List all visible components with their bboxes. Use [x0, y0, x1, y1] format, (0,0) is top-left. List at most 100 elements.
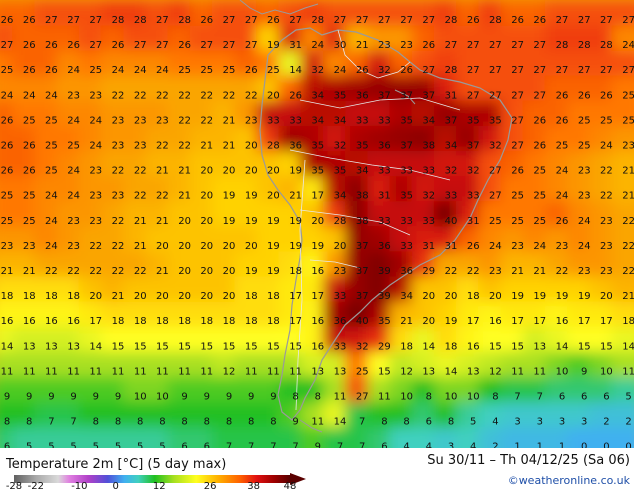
grid-value: 23: [245, 115, 258, 126]
grid-value: 20: [422, 316, 435, 327]
grid-value: 21: [622, 166, 634, 177]
grid-value: 31: [378, 191, 391, 202]
grid-value: 11: [67, 366, 80, 377]
grid-value: 16: [311, 316, 324, 327]
grid-value: 21: [112, 291, 125, 302]
grid-value: 8: [315, 392, 321, 403]
grid-value: 27: [578, 15, 591, 26]
grid-value: 25: [178, 65, 191, 76]
grid-value: 27: [511, 40, 524, 51]
grid-value: 33: [445, 191, 458, 202]
grid-value: 14: [289, 65, 302, 76]
grid-value: 10: [467, 392, 480, 403]
grid-value: 37: [356, 266, 369, 277]
grid-value: 15: [600, 341, 613, 352]
grid-value: 22: [112, 90, 125, 101]
grid-value: 25: [45, 166, 58, 177]
grid-value: 24: [156, 65, 169, 76]
grid-value: 20: [223, 241, 236, 252]
grid-value: 20: [156, 241, 169, 252]
grid-value: 13: [334, 366, 347, 377]
grid-value: 22: [134, 166, 147, 177]
grid-value: 27: [200, 40, 213, 51]
grid-value: 33: [422, 166, 435, 177]
grid-value: 7: [537, 392, 543, 403]
grid-value: 28: [578, 40, 591, 51]
grid-value: 11: [289, 366, 302, 377]
grid-value: 23: [112, 115, 125, 126]
grid-value: 32: [489, 141, 502, 152]
site-credit[interactable]: ©weatheronline.co.uk: [508, 474, 630, 487]
grid-value: 26: [356, 65, 369, 76]
grid-value: 21: [23, 266, 36, 277]
grid-value: 23: [112, 191, 125, 202]
grid-value: 18: [67, 291, 80, 302]
grid-value: 26: [533, 15, 546, 26]
grid-value: 26: [267, 15, 280, 26]
grid-value: 37: [400, 90, 413, 101]
map-footer: Temperature 2m [°C] (5 day max) Su 30/11…: [0, 448, 634, 490]
grid-value: 18: [156, 316, 169, 327]
grid-value: 10: [600, 366, 613, 377]
grid-value: 12: [489, 366, 502, 377]
grid-value: 11: [112, 366, 125, 377]
grid-value: 8: [403, 417, 409, 428]
grid-value: 8: [93, 417, 99, 428]
colorbar-tick: -22: [28, 481, 44, 492]
grid-value: 27: [334, 15, 347, 26]
grid-value: 23: [1, 241, 14, 252]
grid-value: 20: [223, 266, 236, 277]
grid-value: 14: [622, 341, 634, 352]
grid-value: 10: [556, 366, 569, 377]
grid-value: 28: [134, 15, 147, 26]
grid-value: 28: [178, 15, 191, 26]
grid-value: 16: [556, 316, 569, 327]
grid-value: 20: [200, 166, 213, 177]
grid-value: 17: [311, 291, 324, 302]
grid-value: 35: [311, 166, 324, 177]
grid-value: 21: [156, 266, 169, 277]
grid-value: 27: [489, 90, 502, 101]
grid-value: 25: [223, 65, 236, 76]
grid-value: 24: [45, 90, 58, 101]
grid-value: 25: [23, 115, 36, 126]
grid-value: 26: [578, 90, 591, 101]
grid-value: 27: [533, 40, 546, 51]
grid-value: 11: [156, 366, 169, 377]
grid-value: 26: [422, 40, 435, 51]
date-range: Su 30/11 – Th 04/12/25 (Sa 06): [427, 453, 630, 468]
grid-value: 23: [578, 191, 591, 202]
grid-value: 21: [622, 291, 634, 302]
grid-value: 23: [134, 115, 147, 126]
grid-value: 25: [200, 65, 213, 76]
grid-value: 27: [511, 115, 524, 126]
grid-value: 11: [134, 366, 147, 377]
grid-value: 35: [467, 115, 480, 126]
grid-value: 20: [267, 166, 280, 177]
grid-value: 27: [467, 40, 480, 51]
grid-value: 10: [400, 392, 413, 403]
grid-value: 32: [311, 65, 324, 76]
grid-value: 20: [245, 141, 258, 152]
grid-value: 9: [115, 392, 121, 403]
grid-value: 13: [467, 366, 480, 377]
grid-value: 5: [625, 392, 631, 403]
map-title: Temperature 2m [°C] (5 day max): [6, 457, 226, 472]
grid-value: 9: [248, 392, 254, 403]
grid-value: 23: [334, 266, 347, 277]
grid-value: 9: [270, 392, 276, 403]
grid-value: 26: [511, 15, 524, 26]
grid-value: 27: [356, 392, 369, 403]
grid-value: 25: [533, 216, 546, 227]
grid-value: 28: [311, 15, 324, 26]
grid-value: 20: [245, 166, 258, 177]
grid-value: 35: [334, 166, 347, 177]
grid-value: 18: [445, 341, 458, 352]
grid-value: 11: [45, 366, 58, 377]
grid-value: 18: [134, 316, 147, 327]
grid-value: 32: [422, 191, 435, 202]
grid-value: 32: [334, 141, 347, 152]
grid-value: 3: [514, 417, 520, 428]
colorbar-tick: 12: [153, 481, 166, 492]
grid-value: 22: [600, 166, 613, 177]
